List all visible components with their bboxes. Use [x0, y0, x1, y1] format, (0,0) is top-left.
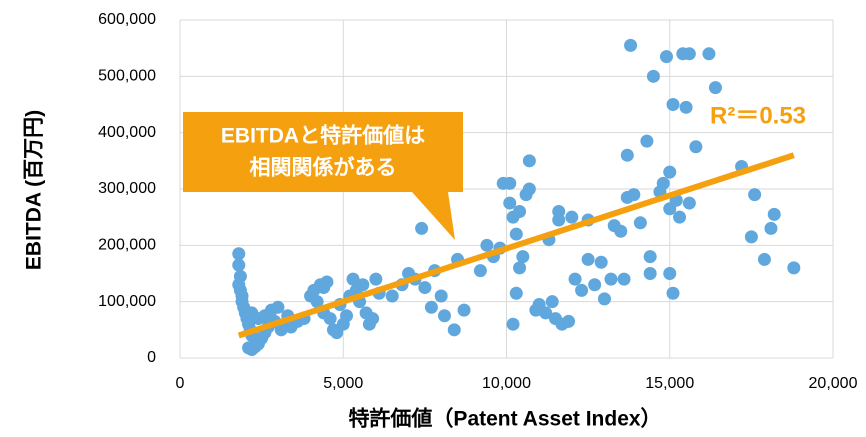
point: [666, 98, 680, 111]
point: [604, 272, 618, 286]
y-tick-label: 300,000: [98, 180, 156, 197]
y-axis-title: EBITDA (百万円): [23, 110, 46, 270]
x-tick-label: 15,000: [645, 375, 694, 392]
point: [434, 289, 448, 303]
point: [682, 47, 696, 61]
point: [744, 230, 758, 244]
point: [232, 247, 246, 261]
point: [346, 272, 360, 286]
point: [689, 140, 703, 154]
point: [624, 38, 638, 52]
point: [516, 250, 530, 264]
point: [568, 272, 582, 286]
y-tick-label: 0: [147, 349, 156, 366]
point: [646, 69, 660, 83]
point: [509, 227, 523, 241]
point: [633, 216, 647, 230]
point: [437, 309, 451, 323]
point: [415, 221, 429, 235]
point: [663, 267, 677, 280]
point: [385, 289, 399, 303]
x-tick-label: 5,000: [323, 375, 363, 392]
point: [271, 300, 285, 314]
point: [552, 213, 566, 227]
point: [509, 286, 523, 300]
point: [473, 264, 487, 278]
callout-box: [183, 112, 463, 240]
point: [356, 278, 370, 292]
y-tick-label: 400,000: [98, 124, 156, 141]
point: [627, 188, 641, 202]
point: [620, 148, 634, 162]
point: [320, 275, 334, 289]
point: [513, 205, 527, 219]
point: [640, 134, 654, 148]
y-tick-label: 600,000: [98, 11, 156, 28]
point: [539, 306, 553, 320]
point: [562, 314, 576, 328]
point: [708, 81, 722, 95]
point: [424, 300, 438, 314]
grid: 0 100,000 200,000 300,000 400,000 500,000 600,…: [98, 11, 857, 392]
callout-text: EBITDAと特許価値は: [221, 124, 425, 148]
point: [447, 323, 461, 337]
point: [274, 323, 288, 337]
point: [656, 176, 670, 190]
point: [588, 278, 602, 292]
point: [614, 224, 628, 238]
point: [310, 295, 324, 309]
point: [659, 50, 673, 64]
point: [340, 309, 354, 323]
point: [506, 317, 520, 331]
point: [679, 100, 693, 114]
r2-label: R²＝0.53: [710, 102, 806, 129]
point: [503, 196, 517, 210]
point: [323, 312, 337, 326]
y-tick-label: 500,000: [98, 68, 156, 85]
point: [764, 221, 778, 235]
point: [748, 188, 762, 202]
x-axis-title: 特許価値（Patent Asset Index）: [348, 407, 661, 431]
callout-text: 相関関係がある: [250, 156, 397, 180]
point: [682, 196, 696, 210]
point: [617, 272, 631, 286]
point: [522, 182, 536, 196]
point: [594, 255, 608, 269]
points: [232, 38, 801, 357]
point: [565, 210, 579, 224]
point: [369, 272, 383, 286]
x-tick-label: 10,000: [482, 375, 531, 392]
point: [643, 250, 657, 264]
point: [666, 286, 680, 300]
point: [787, 261, 801, 275]
point: [643, 267, 657, 280]
x-tick-label: 20,000: [809, 375, 858, 392]
x-tick-label: 0: [176, 375, 185, 392]
point: [513, 261, 527, 275]
point: [673, 210, 687, 224]
point: [767, 207, 781, 221]
point: [702, 47, 716, 61]
point: [597, 292, 611, 306]
point: [522, 154, 536, 168]
point: [366, 312, 380, 326]
point: [575, 283, 589, 297]
y-tick-label: 100,000: [98, 293, 156, 310]
point: [418, 281, 432, 295]
point: [545, 295, 559, 309]
y-tick-label: 200,000: [98, 237, 156, 254]
point: [480, 238, 494, 252]
trendline: [237, 152, 795, 339]
point: [232, 258, 246, 272]
point: [757, 252, 771, 266]
point: [581, 252, 595, 266]
point: [503, 176, 517, 190]
point: [663, 165, 677, 179]
point: [457, 303, 471, 317]
